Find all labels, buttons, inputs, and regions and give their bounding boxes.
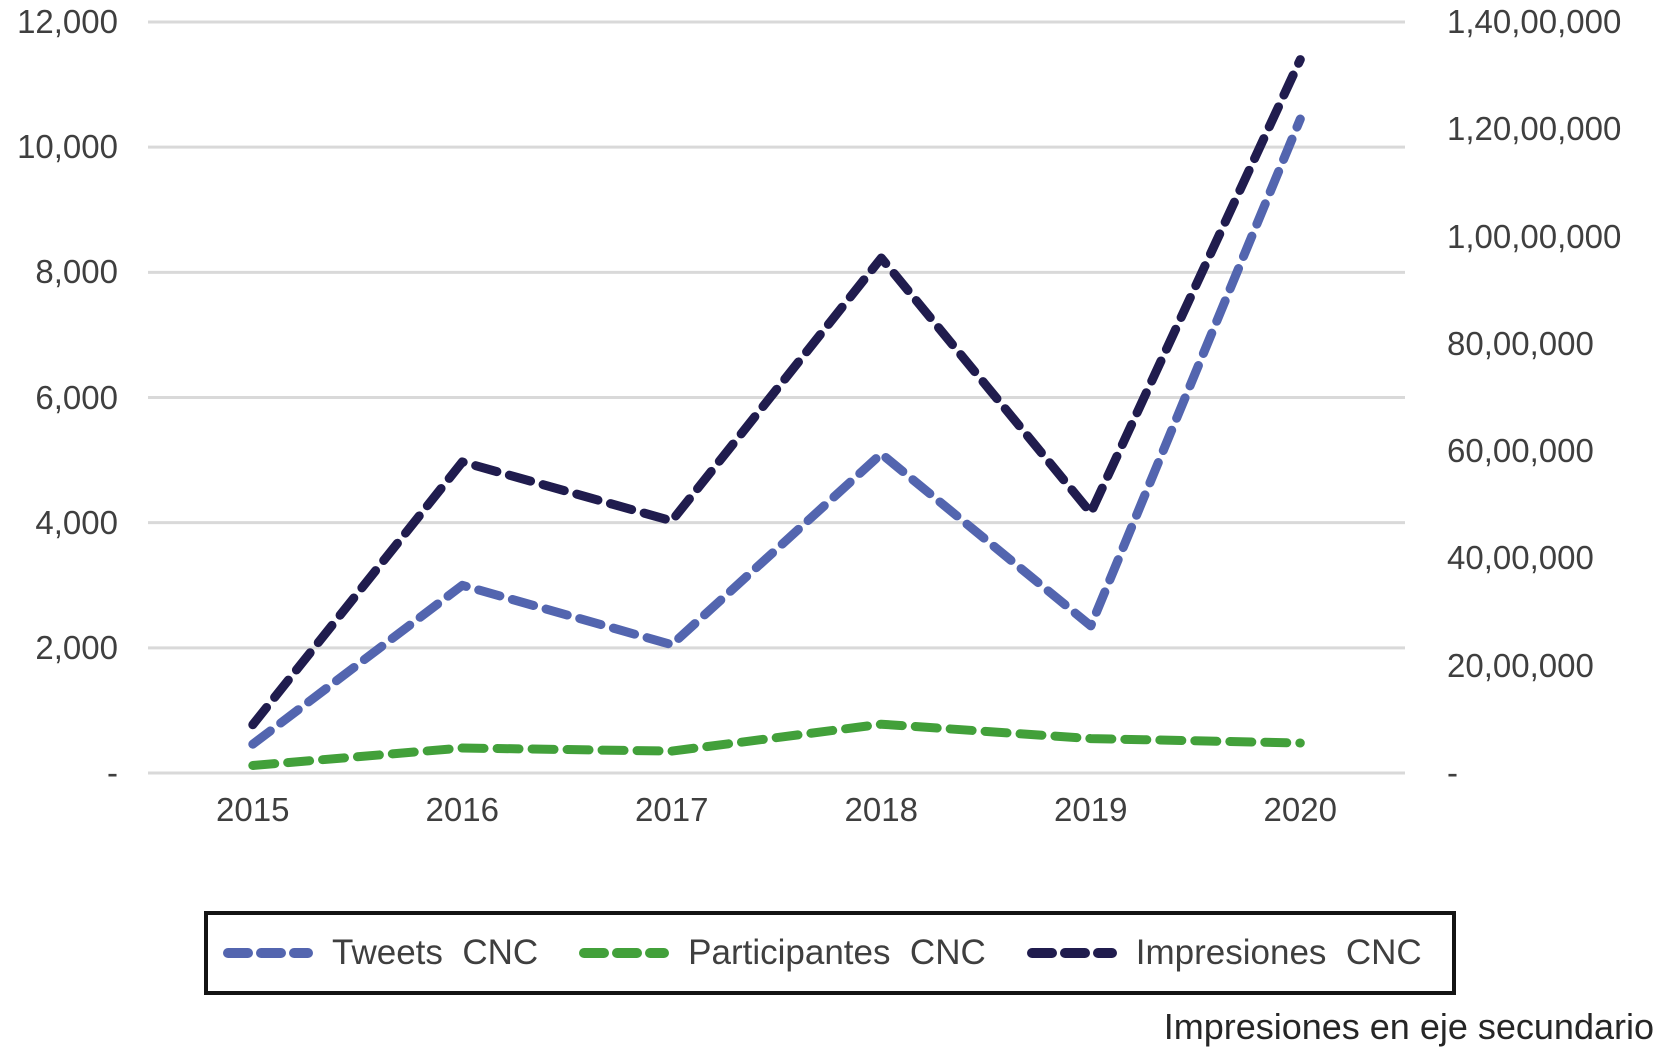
participantes-dash-swatch [579,948,670,958]
legend: Tweets CNC Participantes CNC Impresiones… [204,911,1456,995]
series-line-impresiones-cnc [248,55,1305,730]
x-axis-label-2017: 2017 [635,791,709,828]
series-line-tweets-cnc [248,114,1305,749]
right-axis-tick: 1,40,00,000 [1447,3,1622,40]
x-axis-label-2019: 2019 [1054,791,1128,828]
x-axis-label-2018: 2018 [844,791,918,828]
legend-label-impresiones: Impresiones CNC [1135,933,1422,972]
left-axis-tick: - [107,754,118,791]
tweets-dash-swatch [223,948,313,958]
plot-area [148,20,1405,775]
x-axis-label-2016: 2016 [425,791,499,828]
right-axis-tick: 80,00,000 [1447,324,1594,362]
legend-item-tweets: Tweets CNC [222,933,538,973]
left-axis-tick: 4,000 [35,503,118,541]
x-axis-label-2015: 2015 [216,791,290,828]
right-axis-tick: 40,00,000 [1447,539,1594,577]
left-axis-tick: 12,000 [17,3,118,40]
series-line-participantes-cnc [248,719,1305,770]
left-axis-tick: 8,000 [35,253,118,291]
right-axis-tick: 60,00,000 [1447,432,1594,470]
left-axis-tick: 2,000 [35,628,118,666]
legend-item-participantes: Participantes CNC [578,933,986,973]
right-axis-tick: 1,00,00,000 [1447,217,1622,255]
secondary-axis-note: Impresiones en eje secundario [1163,1006,1654,1047]
right-axis-tick: 20,00,000 [1447,646,1594,684]
right-axis-tick: - [1447,754,1458,791]
left-axis-tick: 6,000 [35,378,118,416]
legend-label-tweets: Tweets CNC [332,933,539,972]
left-axis-tick: 10,000 [17,128,118,166]
right-axis-tick: 1,20,00,000 [1447,110,1622,148]
impresiones-dash-swatch [1026,948,1117,958]
legend-item-impresiones: Impresiones CNC [1026,933,1422,973]
x-axis-label-2020: 2020 [1263,791,1337,828]
legend-label-participantes: Participantes CNC [688,933,986,972]
